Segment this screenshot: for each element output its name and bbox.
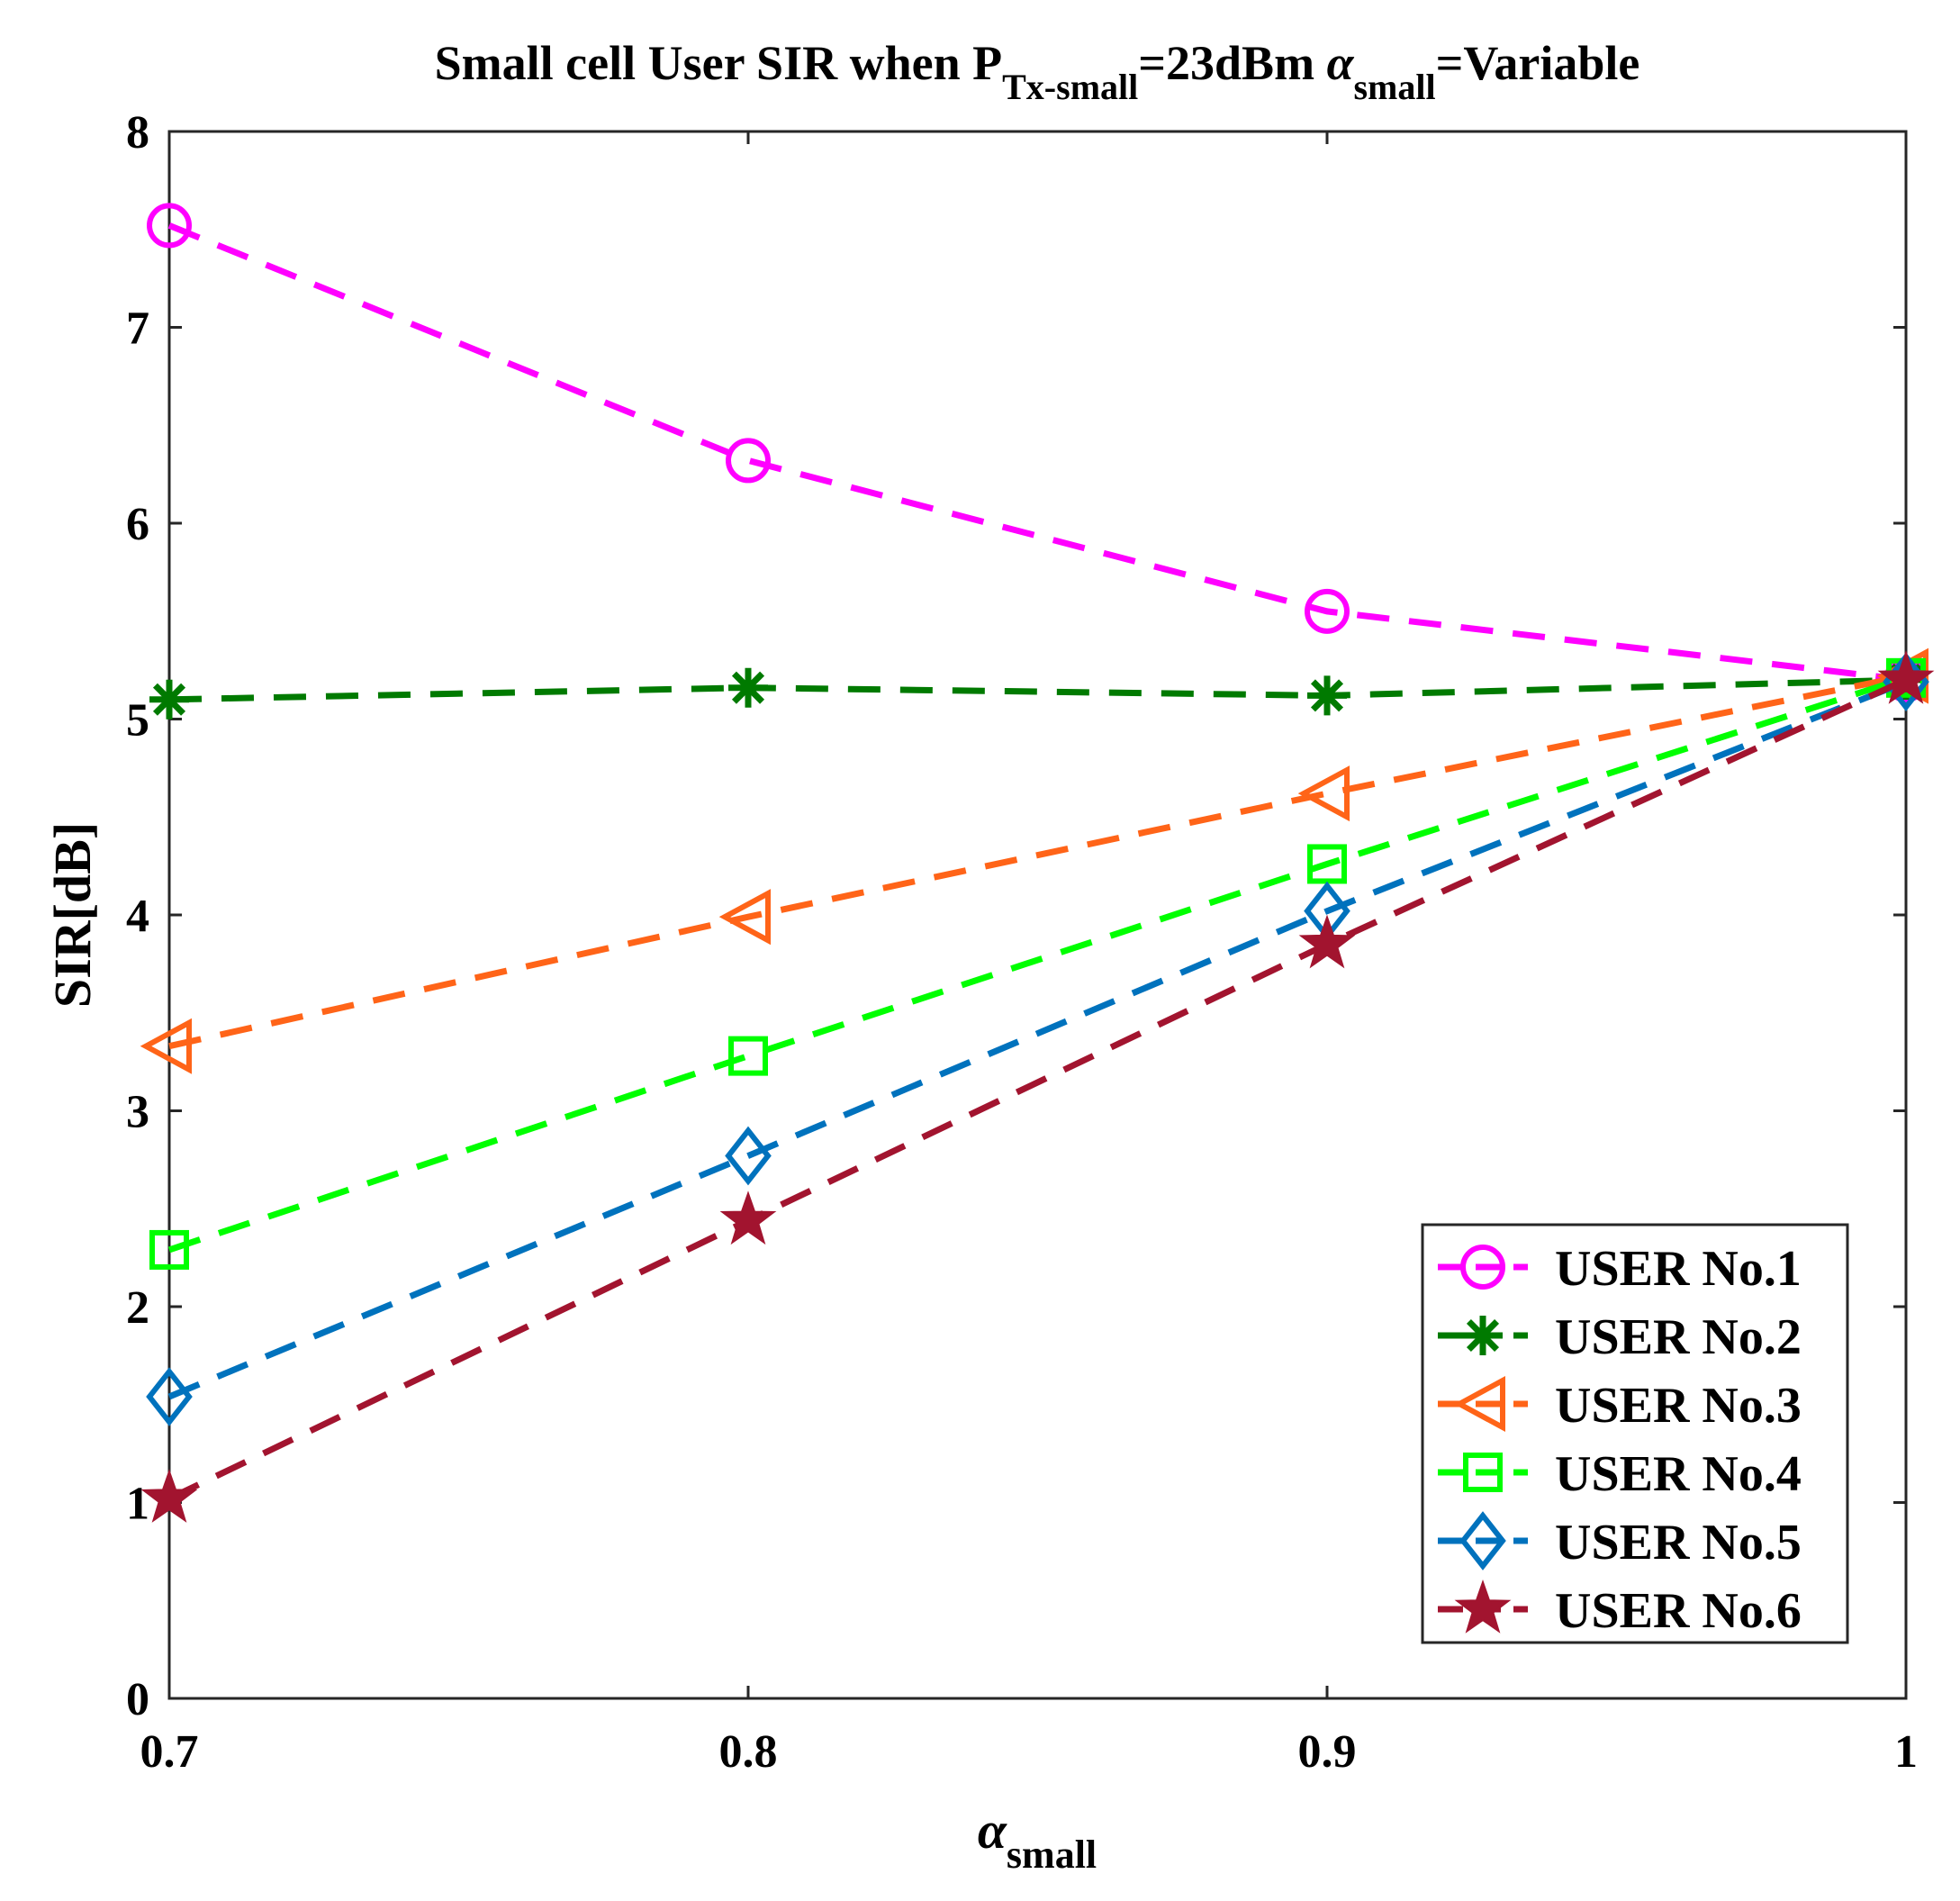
legend-entry: USER No.6 <box>1438 1579 1802 1639</box>
legend-label: USER No.6 <box>1555 1583 1802 1639</box>
data-point-marker <box>1307 844 1347 884</box>
legend-entry: USER No.3 <box>1438 1375 1802 1434</box>
legend-label: USER No.5 <box>1555 1515 1802 1571</box>
y-axis-label: SIR[dB] <box>43 822 102 1008</box>
legend-entry: USER No.5 <box>1438 1511 1802 1571</box>
data-point-marker <box>140 1018 192 1074</box>
legend-marker <box>1460 1245 1505 1290</box>
x-tick-label: 1 <box>1894 1726 1918 1778</box>
series-line <box>167 674 1908 1254</box>
series-line <box>167 678 1908 1400</box>
legend-label: USER No.1 <box>1555 1241 1802 1297</box>
data-point-marker <box>140 1469 198 1523</box>
y-tick-label: 1 <box>126 1479 149 1530</box>
data-point-marker <box>718 889 771 946</box>
legend-marker <box>1463 1316 1503 1355</box>
legend-box <box>1421 1223 1849 1644</box>
legend-entry: USER No.4 <box>1438 1446 1802 1502</box>
series-user-6 <box>140 649 1935 1523</box>
legend-marker <box>1463 1453 1503 1492</box>
data-point-marker <box>726 438 771 484</box>
y-tick-label: 6 <box>126 499 149 550</box>
legend-entries: USER No.1 USER No.2 USER No.3 USER No.4 USER… <box>1438 1241 1802 1639</box>
data-series <box>140 203 1935 1523</box>
data-point-marker <box>1297 765 1350 822</box>
data-point-marker <box>147 203 192 249</box>
data-point-marker <box>1877 649 1935 704</box>
legend-label: USER No.3 <box>1555 1378 1802 1434</box>
legend-label: USER No.2 <box>1555 1309 1802 1365</box>
data-point-marker <box>149 1229 189 1270</box>
legend-marker <box>1454 1579 1512 1634</box>
data-point-marker <box>719 1190 777 1245</box>
x-tick-label: 0.9 <box>1298 1726 1357 1778</box>
y-tick-label: 2 <box>126 1282 149 1334</box>
data-point-marker <box>146 1367 193 1426</box>
series-line <box>167 676 1908 1502</box>
x-axis-label: αsmall <box>978 1801 1097 1877</box>
data-point-marker <box>149 679 189 720</box>
legend-marker <box>1453 1375 1505 1433</box>
data-point-marker <box>1298 914 1356 969</box>
data-point-marker <box>728 667 768 708</box>
series-line <box>167 222 1907 683</box>
legend-label: USER No.4 <box>1555 1446 1802 1502</box>
data-point-marker <box>728 1036 768 1076</box>
series-line <box>168 676 1907 703</box>
data-point-marker <box>1305 588 1350 634</box>
x-tick-label: 0.8 <box>719 1726 778 1778</box>
chart-title: Small cell User SIR when PTx-small=23dBm… <box>435 36 1640 107</box>
series-line <box>168 673 1907 1050</box>
legend: USER No.1 USER No.2 USER No.3 USER No.4 USER… <box>1421 1223 1849 1644</box>
data-point-marker <box>725 1126 772 1186</box>
y-tick-label: 7 <box>126 303 149 355</box>
x-tick-label: 0.7 <box>140 1726 199 1778</box>
y-tick-label: 5 <box>126 695 149 747</box>
y-tick-label: 4 <box>126 891 149 942</box>
legend-marker <box>1459 1511 1506 1571</box>
legend-entry: USER No.1 <box>1438 1241 1802 1297</box>
data-point-marker <box>1307 675 1347 716</box>
y-tick-label: 0 <box>126 1674 149 1725</box>
y-tick-label: 8 <box>126 107 149 158</box>
legend-entry: USER No.2 <box>1438 1309 1802 1365</box>
y-tick-label: 3 <box>126 1087 149 1138</box>
axis-ticks: 0.7 0.8 0.9 1 0 1 2 3 4 5 6 7 8 <box>126 107 1918 1778</box>
